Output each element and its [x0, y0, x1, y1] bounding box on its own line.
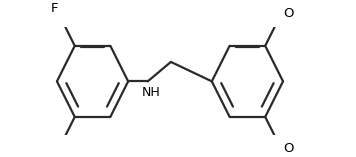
Text: O: O — [283, 7, 293, 20]
Text: NH: NH — [142, 86, 161, 99]
Text: F: F — [50, 2, 58, 15]
Text: O: O — [283, 142, 293, 155]
